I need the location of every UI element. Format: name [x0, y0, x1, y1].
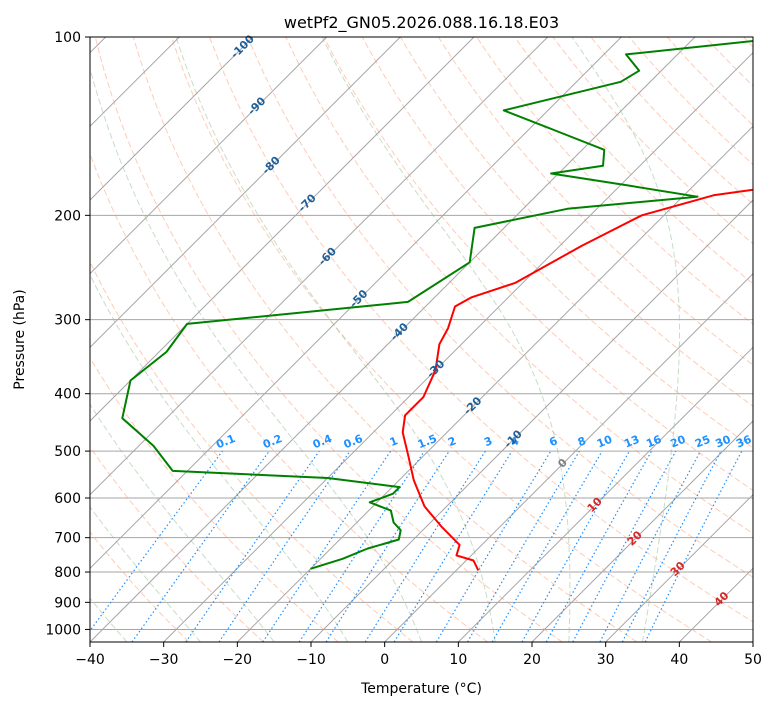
mixing-ratio-line: [521, 450, 631, 642]
moist-adiabat-line: [321, 37, 571, 642]
mixing-ratio-line: [218, 450, 351, 642]
mixing-ratio-line: [572, 450, 677, 642]
mixing-ratio-label: 13: [622, 433, 641, 451]
y-tick-label: 500: [54, 444, 81, 460]
chart-title: wetPf2_GN05.2026.088.16.18.E03: [284, 13, 559, 33]
x-tick-label: 50: [744, 652, 762, 668]
dry-adiabat-line: [323, 37, 753, 491]
plot-frame: [89, 36, 754, 643]
x-tick-label: 40: [670, 652, 688, 668]
isotherm-line: [310, 199, 753, 642]
dry-adiabat-line: [209, 37, 753, 623]
x-tick-label: 0: [380, 652, 389, 668]
mixing-ratio-label: 20: [668, 433, 687, 451]
isotherm-line: [384, 272, 753, 642]
x-axis-label: Temperature (°C): [360, 681, 482, 697]
mixing-ratio-label: 25: [693, 433, 712, 451]
dry-adiabat-line: [399, 37, 753, 407]
mixing-ratio-line: [90, 450, 223, 632]
moist-adiabat-line: [90, 66, 422, 642]
x-tick-label: 20: [523, 652, 541, 668]
y-tick-label: 100: [54, 30, 81, 46]
isotherm-line: [457, 346, 753, 642]
isotherm-line: [90, 37, 549, 496]
mixing-ratio-label: 2: [446, 434, 458, 449]
isotherm-line: [605, 493, 753, 642]
y-tick-label: 900: [54, 595, 81, 611]
data-series: [121, 39, 753, 571]
isotherm-line: [90, 37, 622, 570]
mixing-ratio-label: 16: [644, 433, 663, 451]
x-tick-label: −40: [75, 652, 105, 668]
isotherm-line: [90, 37, 401, 349]
mixing-ratio-label: 1: [388, 434, 400, 449]
isotherm-line: [163, 51, 753, 642]
x-tick-label: −20: [223, 652, 253, 668]
moist-adiabat-line: [571, 37, 680, 642]
mixing-ratio-line: [491, 450, 603, 642]
mixing-ratio-label: 8: [576, 434, 588, 449]
isotherm-line: [531, 420, 753, 642]
mixing-ratio-line: [185, 450, 320, 642]
isotherm-line: [236, 125, 753, 642]
isotherm-line: [90, 37, 254, 201]
y-tick-label: 300: [54, 313, 81, 329]
y-axis-label: Pressure (hPa): [12, 289, 28, 389]
x-tick-label: −10: [296, 652, 326, 668]
y-axis-ticks: 1000 900 800 700 600 500 400 300 200 100: [45, 30, 90, 638]
dry-adiabat-line: [132, 37, 638, 642]
dry-adiabat-line: [94, 37, 563, 642]
mixing-ratio-line: [325, 450, 450, 642]
mixing-ratio-line: [435, 450, 552, 642]
isotherm-line: [90, 37, 328, 275]
y-tick-label: 700: [54, 531, 81, 547]
x-tick-label: 10: [449, 652, 467, 668]
dry-adiabat-line: [247, 37, 753, 578]
mixing-ratio-line: [466, 450, 580, 642]
profile-line-2: [121, 39, 753, 570]
dry-adiabat-line: [90, 356, 339, 642]
dry-adiabat-line: [90, 260, 414, 642]
dry-adiabat-line: [437, 37, 753, 366]
moist-adiabat-line: [90, 506, 201, 642]
mixing-ratio-line: [545, 450, 653, 642]
x-axis-ticks: −40 −30 −20 −10 0 10 20 30 40 50: [75, 642, 762, 668]
y-tick-label: 1000: [45, 622, 81, 638]
y-tick-label: 600: [54, 491, 81, 507]
mixing-ratio-label: 3: [482, 434, 494, 449]
mixing-ratio-line: [364, 450, 486, 642]
y-tick-label: 800: [54, 565, 81, 581]
y-tick-label: 400: [54, 387, 81, 403]
x-tick-label: −30: [149, 652, 179, 668]
x-tick-label: 30: [597, 652, 615, 668]
mixing-ratio-line: [393, 450, 513, 642]
moist-adiabat-line: [175, 37, 496, 642]
y-tick-label: 200: [54, 208, 81, 224]
isotherm-line: [90, 37, 475, 422]
dry-adiabat-line: [285, 37, 753, 535]
dry-adiabat-line: [90, 531, 190, 642]
mixing-ratio-label: 10: [595, 433, 614, 451]
mixing-ratio-line: [131, 450, 270, 642]
mixing-ratio-label: 30: [714, 433, 733, 451]
profile-line-1: [401, 188, 753, 571]
mixing-ratio-label: 36: [734, 433, 753, 451]
isotherm-line: [90, 37, 696, 642]
